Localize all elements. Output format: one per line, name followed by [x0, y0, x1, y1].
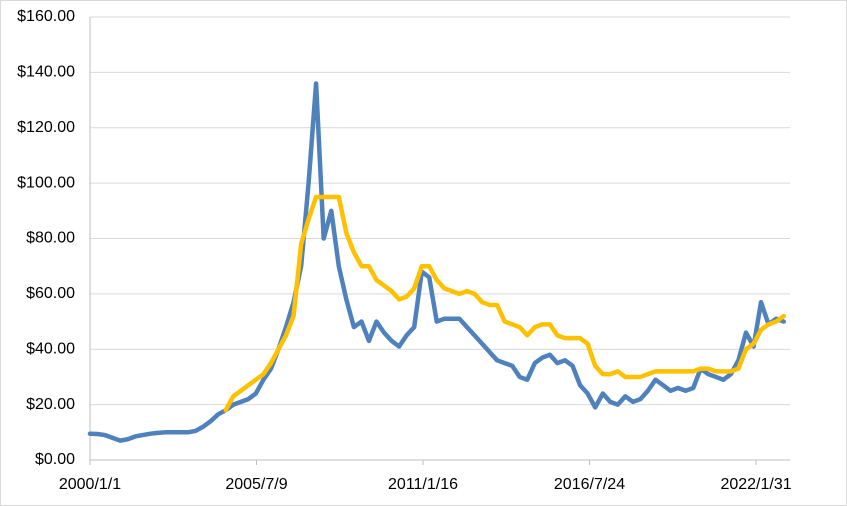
y-tick-label: $0.00	[35, 451, 75, 468]
x-tick-label: 2016/7/24	[554, 476, 625, 493]
x-tick-label: 2011/1/16	[388, 476, 458, 493]
y-tick-label: $20.00	[26, 396, 75, 413]
y-tick-label: $100.00	[17, 174, 75, 191]
y-tick-label: $60.00	[26, 285, 75, 302]
x-tick-label: 2005/7/9	[225, 476, 287, 493]
y-tick-label: $40.00	[26, 340, 75, 357]
series-line	[223, 194, 786, 413]
y-tick-label: $160.00	[17, 8, 75, 25]
y-tick-label: $120.00	[17, 119, 75, 136]
x-tick-label: 2022/1/31	[720, 476, 791, 493]
y-tick-label: $140.00	[17, 64, 75, 81]
y-tick-label: $80.00	[26, 230, 75, 247]
x-tick-label: 2000/1/1	[59, 476, 121, 493]
series-line	[87, 81, 786, 443]
